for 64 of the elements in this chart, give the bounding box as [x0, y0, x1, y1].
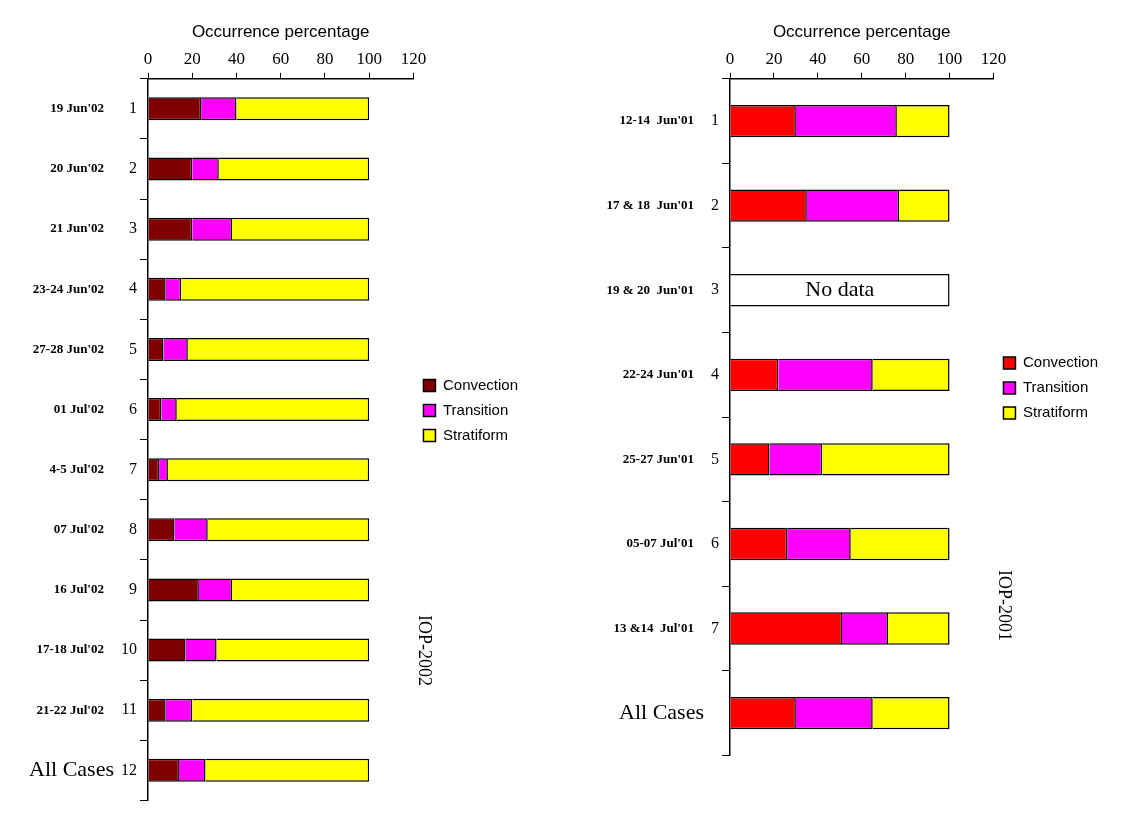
x-tick-label: 60: [272, 49, 290, 69]
y-tick-label: 12: [121, 760, 137, 778]
x-tick-label: 80: [316, 49, 334, 69]
legend-label: Stratiform: [1022, 403, 1088, 421]
y-tick-label: 7: [129, 459, 137, 477]
x-tick-label: 0: [143, 49, 153, 69]
text: All Cases: [619, 698, 704, 724]
legend-label: Transition: [442, 400, 509, 418]
x-tick-label: 20: [183, 49, 201, 69]
text: 25-27 Jun'01: [622, 450, 694, 466]
text: 27-28 Jun'02: [32, 340, 104, 356]
x-tick-label: 100: [936, 49, 963, 69]
y-tick-label: 11: [121, 700, 137, 718]
legend-label: Stratiform: [442, 425, 508, 443]
text: All Cases: [29, 756, 114, 782]
text: IOP-2002: [414, 614, 435, 686]
x-axis-title: Occurrence percentage: [191, 21, 370, 41]
text: 22-24 Jun'01: [622, 366, 694, 382]
text: 01 Jul'02: [53, 400, 104, 416]
x-tick-label: 100: [356, 49, 382, 69]
text: 17 & 18 Jun'01: [606, 197, 694, 213]
y-tick-label: 2: [711, 195, 719, 213]
y-tick-label: 3: [711, 280, 719, 298]
text: 21 Jun'02: [50, 220, 104, 236]
y-tick-label: 4: [711, 365, 719, 383]
text: 19 Jun'02: [50, 100, 104, 116]
x-tick-label: 60: [853, 49, 871, 69]
text: 4-5 Jul'02: [49, 461, 104, 477]
text: 12-14 Jun'01: [619, 112, 694, 128]
x-tick-label: 120: [400, 49, 427, 69]
y-tick-label: 9: [129, 580, 137, 598]
x-tick-label: 0: [725, 49, 735, 69]
y-tick-label: 3: [129, 219, 137, 237]
text: 13 &14 Jul'01: [613, 619, 694, 635]
text: 05-07 Jul'01: [626, 535, 694, 551]
text: 21-22 Jul'02: [36, 701, 104, 717]
y-tick-label: 1: [711, 111, 719, 129]
legend-label: Convection: [1022, 353, 1098, 371]
text: 17-18 Jul'02: [36, 641, 104, 657]
y-tick-label: 1: [129, 99, 137, 117]
x-axis-title: Occurrence percentage: [772, 21, 951, 41]
legend-label: Transition: [1022, 378, 1089, 396]
x-tick-label: 120: [980, 49, 1007, 69]
y-tick-label: 7: [711, 618, 719, 636]
annotation: No data: [805, 276, 875, 302]
text: IOP-2001: [994, 569, 1015, 641]
y-tick-label: 2: [129, 159, 137, 177]
x-tick-label: 40: [227, 49, 245, 69]
text: 19 & 20 Jun'01: [606, 281, 694, 297]
text: 07 Jul'02: [53, 521, 104, 537]
x-tick-label: 80: [897, 49, 915, 69]
y-tick-label: 6: [711, 534, 719, 552]
y-tick-label: 10: [121, 640, 137, 658]
x-tick-label: 40: [809, 49, 827, 69]
text: 16 Jul'02: [53, 581, 104, 597]
y-tick-label: 6: [129, 399, 137, 417]
y-tick-label: 8: [129, 520, 137, 537]
y-tick-label: 5: [129, 339, 137, 357]
y-tick-label: 5: [711, 449, 719, 467]
text: 23-24 Jun'02: [32, 280, 104, 296]
y-tick-label: 4: [129, 279, 137, 297]
legend-label: Convection: [442, 375, 518, 393]
text: 20 Jun'02: [50, 160, 104, 176]
x-tick-label: 20: [765, 49, 783, 69]
